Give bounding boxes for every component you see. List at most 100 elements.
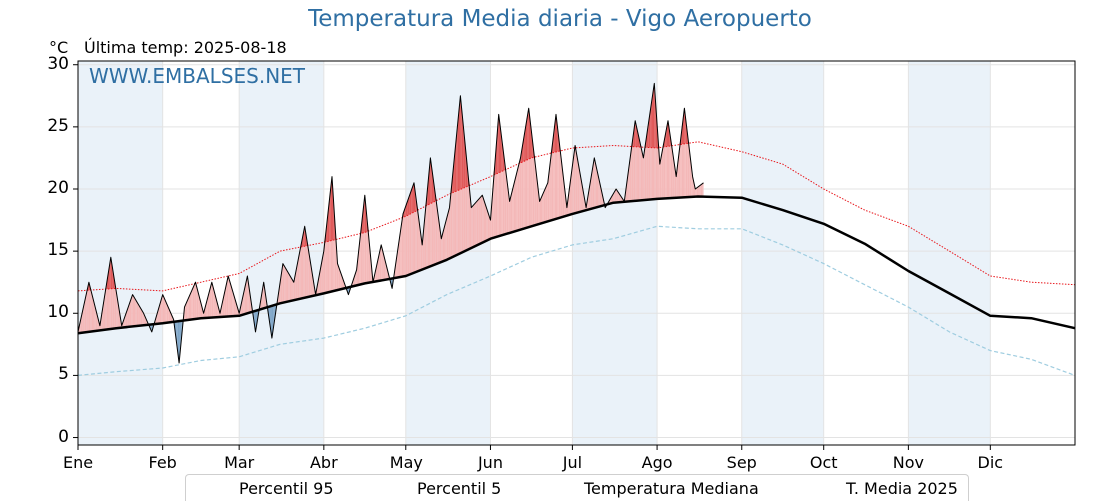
fill-above-median bbox=[86, 288, 88, 333]
fill-above-median bbox=[542, 192, 544, 223]
fill-below-median bbox=[273, 304, 275, 329]
fill-above-median bbox=[509, 195, 511, 233]
fill-above-median bbox=[479, 196, 481, 244]
fill-above-p95 bbox=[108, 265, 110, 289]
fill-above-median bbox=[572, 155, 574, 214]
fill-above-median bbox=[159, 299, 162, 324]
fill-above-median bbox=[170, 313, 173, 323]
watermark-text: WWW.EMBALSES.NET bbox=[89, 64, 306, 88]
fill-above-median bbox=[642, 151, 644, 201]
fill-above-median bbox=[695, 187, 697, 197]
month-band-sep bbox=[741, 61, 824, 445]
series-line-media2025 bbox=[77, 82, 704, 364]
fill-above-median bbox=[297, 254, 300, 300]
fill-above-median bbox=[446, 212, 449, 260]
fill-above-p95 bbox=[460, 95, 462, 190]
fill-above-p95 bbox=[408, 194, 410, 215]
fill-above-median bbox=[475, 201, 477, 246]
fill-above-median bbox=[291, 277, 293, 301]
fill-above-median bbox=[407, 198, 409, 276]
fill-above-median bbox=[263, 282, 266, 309]
x-tick-label: Ago bbox=[641, 453, 673, 472]
fill-above-median bbox=[476, 199, 479, 246]
fill-above-median bbox=[286, 270, 289, 302]
fill-above-median bbox=[90, 287, 92, 332]
fill-above-median bbox=[480, 195, 483, 244]
fill-above-median bbox=[596, 170, 599, 208]
fill-above-median bbox=[561, 161, 563, 218]
legend: Percentil 95 Percentil 5 Temperatura Med… bbox=[185, 474, 969, 501]
fill-above-median bbox=[114, 282, 117, 329]
fill-above-median bbox=[191, 288, 193, 320]
fill-above-median bbox=[405, 202, 408, 276]
y-tick-label: 5 bbox=[58, 364, 69, 385]
fill-above-median bbox=[285, 268, 287, 303]
month-band-jul bbox=[572, 61, 658, 445]
fill-above-median bbox=[564, 184, 566, 217]
fill-above-p95 bbox=[633, 120, 636, 147]
fill-above-median bbox=[571, 166, 573, 215]
fill-above-median bbox=[133, 296, 136, 327]
fill-above-median bbox=[142, 310, 144, 326]
axis-ticks bbox=[73, 64, 991, 450]
fill-above-median bbox=[662, 142, 664, 199]
fill-above-p95 bbox=[412, 182, 414, 213]
fill-above-median bbox=[198, 292, 200, 319]
fill-above-median bbox=[87, 282, 89, 332]
fill-above-median bbox=[658, 143, 660, 199]
series-line-p5 bbox=[77, 225, 1076, 376]
fill-above-median bbox=[484, 203, 487, 242]
fill-above-median bbox=[688, 142, 690, 198]
legend-label-media2025: T. Media 2025 bbox=[846, 479, 958, 498]
fill-above-median bbox=[448, 207, 450, 260]
fill-above-median bbox=[478, 198, 480, 245]
x-tick-label: Mar bbox=[224, 453, 255, 472]
fill-above-median bbox=[164, 297, 166, 324]
fill-above-median bbox=[616, 189, 618, 203]
fill-above-median bbox=[640, 145, 643, 201]
x-tick-label: Jun bbox=[477, 453, 503, 472]
fill-above-median bbox=[577, 161, 580, 213]
fill-above-median bbox=[139, 306, 141, 326]
legend-label-p95: Percentil 95 bbox=[239, 479, 334, 498]
fill-above-median bbox=[299, 247, 301, 299]
fill-above-median bbox=[284, 265, 286, 303]
fill-above-median bbox=[546, 182, 548, 222]
fill-above-median bbox=[643, 148, 645, 201]
fill-above-median bbox=[295, 268, 297, 300]
fill-above-median bbox=[639, 139, 641, 201]
fill-above-median bbox=[307, 243, 309, 298]
fill-above-median bbox=[138, 303, 140, 326]
fill-above-median bbox=[568, 186, 570, 216]
fill-above-median bbox=[188, 294, 190, 320]
fill-above-p95 bbox=[453, 151, 455, 193]
fill-above-median bbox=[289, 275, 292, 302]
fill-above-median bbox=[401, 213, 404, 277]
fill-above-median bbox=[646, 129, 648, 200]
fill-above-p95 bbox=[430, 157, 432, 204]
fill-above-median bbox=[532, 143, 535, 226]
fill-above-median bbox=[136, 301, 139, 326]
fill-above-median bbox=[442, 228, 445, 262]
fill-above-median bbox=[244, 282, 246, 315]
fill-above-median bbox=[534, 154, 536, 226]
fill-above-median bbox=[187, 297, 189, 321]
plot-frame bbox=[77, 60, 1076, 446]
fill-above-median bbox=[221, 300, 223, 317]
fill-above-median bbox=[282, 263, 285, 303]
legend-label-median: Temperatura Mediana bbox=[584, 479, 759, 498]
fill-above-median bbox=[632, 130, 634, 202]
fill-above-median bbox=[663, 135, 666, 199]
fill-above-median bbox=[245, 275, 248, 314]
fill-above-median bbox=[196, 287, 199, 319]
fill-above-median bbox=[192, 285, 195, 320]
fill-above-median bbox=[551, 137, 554, 221]
fill-above-median bbox=[300, 240, 302, 299]
fill-above-median bbox=[131, 294, 133, 327]
fill-above-median bbox=[161, 294, 163, 324]
fill-above-median bbox=[226, 275, 229, 317]
fill-above-p95 bbox=[364, 195, 367, 233]
fill-above-median bbox=[84, 294, 87, 333]
fill-above-median bbox=[515, 174, 517, 232]
fill-above-median bbox=[444, 223, 446, 261]
